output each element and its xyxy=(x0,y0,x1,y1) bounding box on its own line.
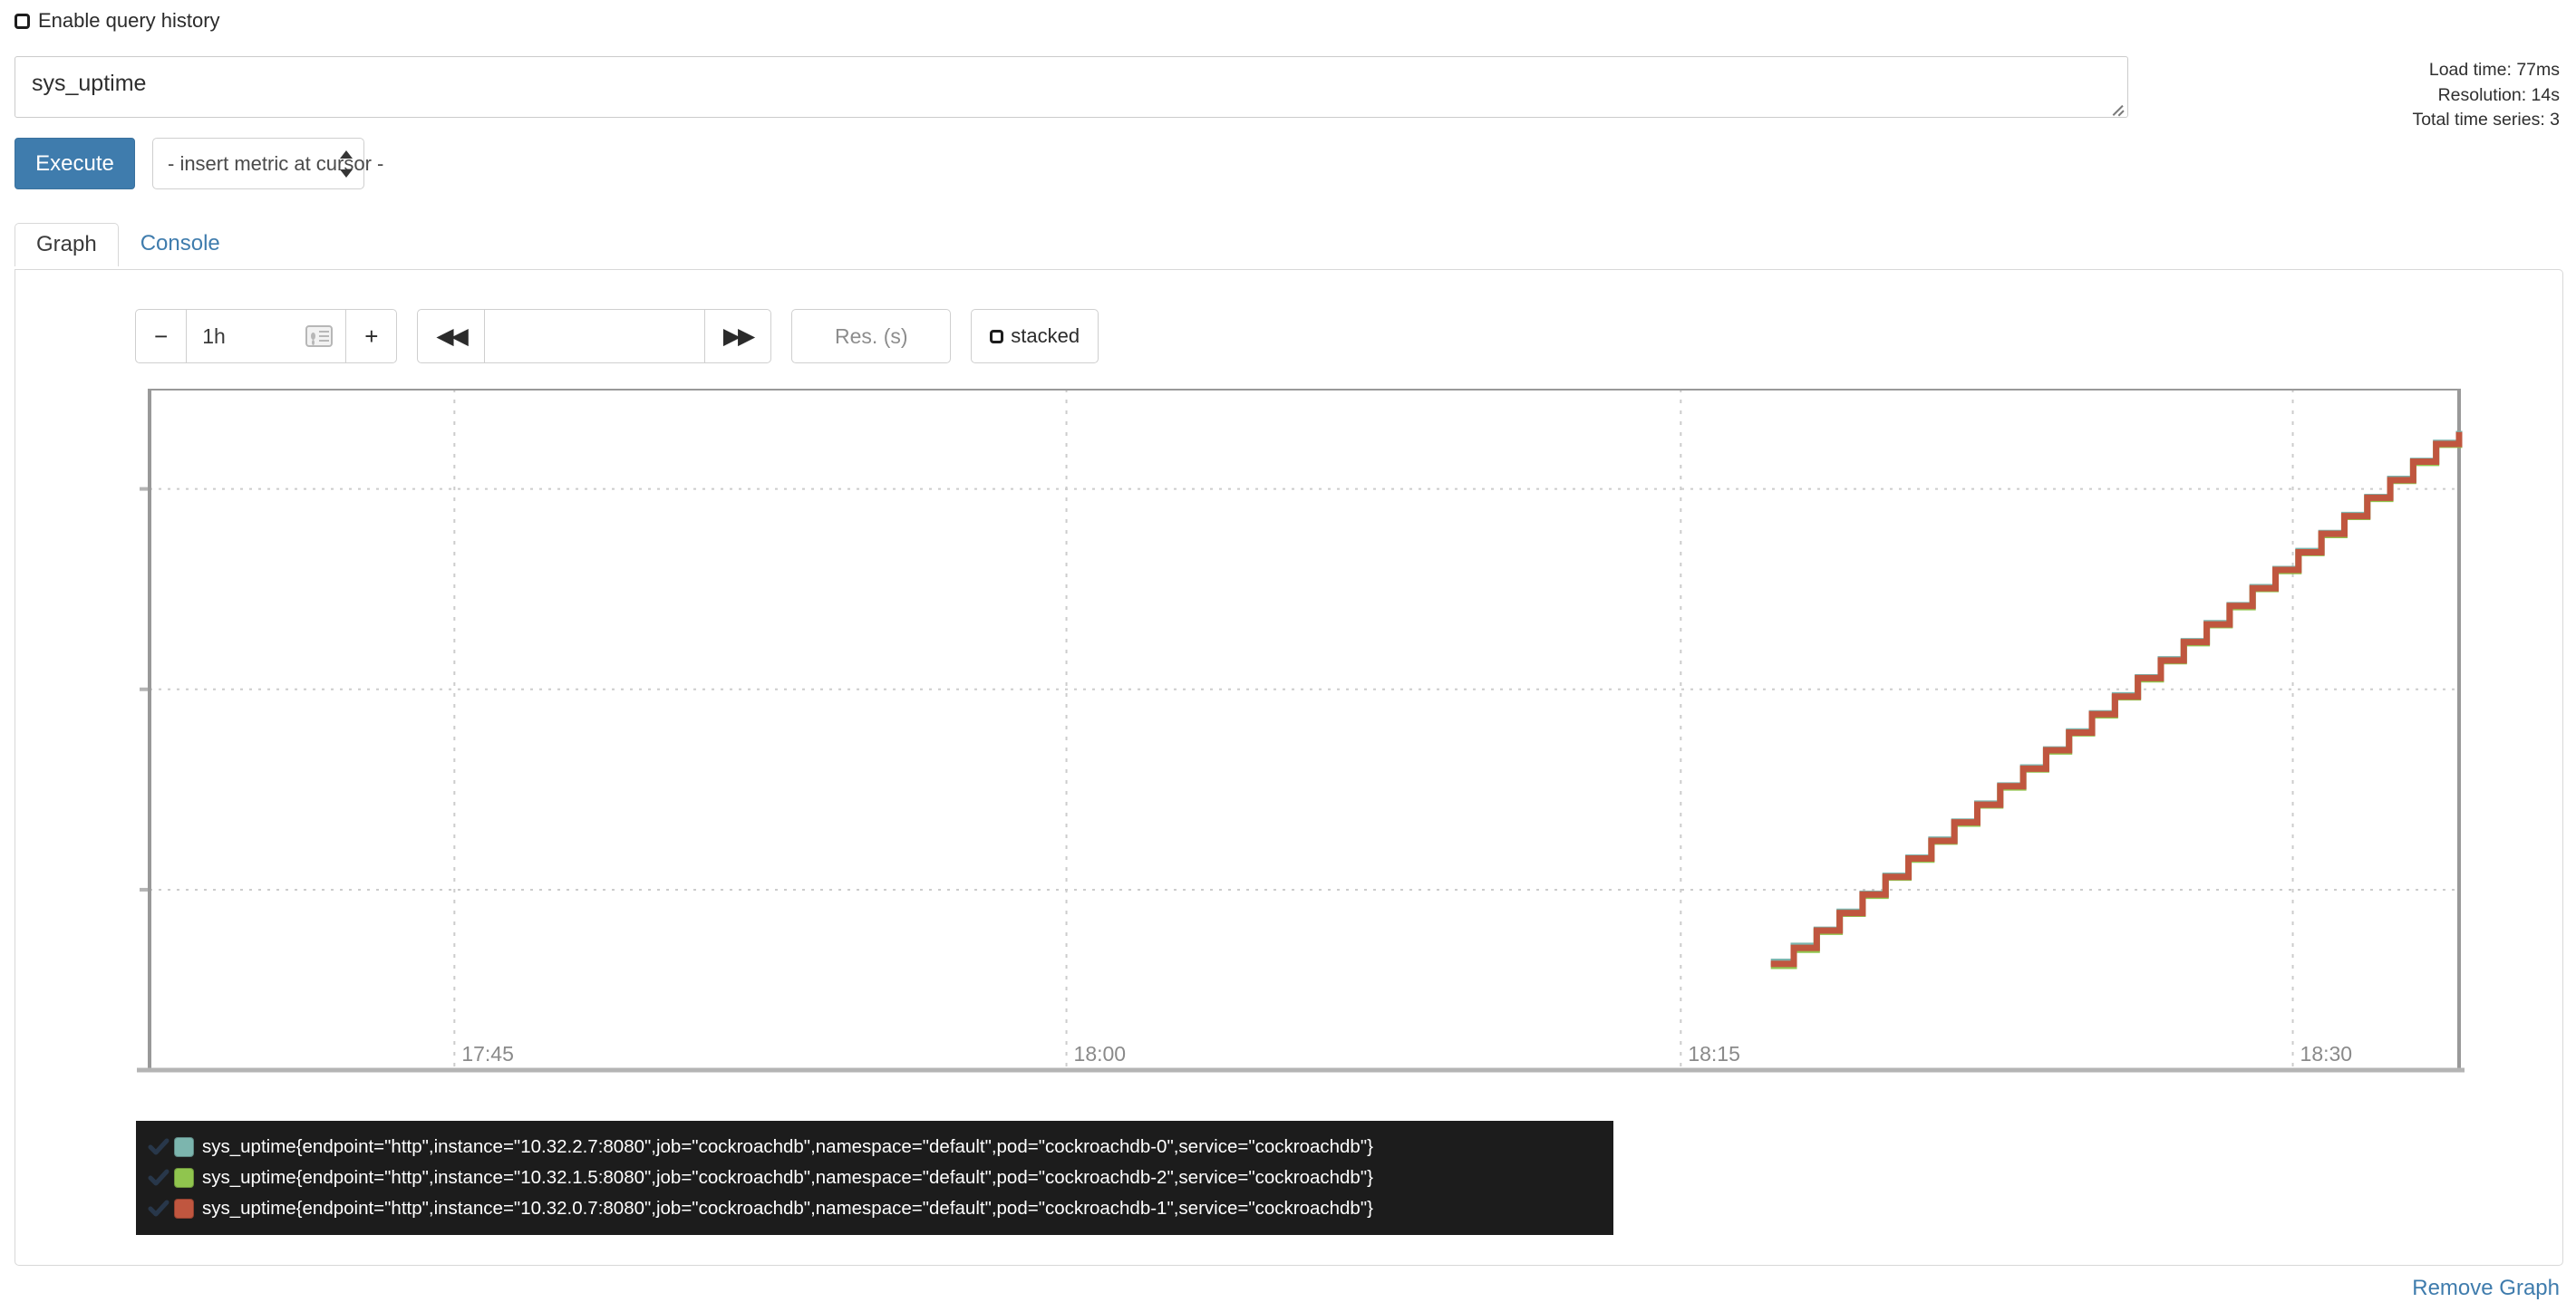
svg-text:18:00: 18:00 xyxy=(1074,1042,1127,1066)
tab-console[interactable]: Console xyxy=(140,231,220,256)
execute-row: Execute - insert metric at cursor - xyxy=(15,138,383,189)
expression-input-wrapper xyxy=(15,56,2128,118)
until-control-group: ◀◀ ▶▶ xyxy=(417,309,772,363)
resolution-input[interactable]: Res. (s) xyxy=(791,309,952,363)
graph-panel: − 1h + ◀◀ ▶▶ xyxy=(15,269,2563,1266)
range-decrease-button[interactable]: − xyxy=(135,309,188,363)
enable-query-history-row[interactable]: Enable query history xyxy=(15,9,220,33)
contact-card-icon[interactable] xyxy=(305,325,334,347)
insert-metric-select[interactable]: - insert metric at cursor - xyxy=(152,138,383,189)
step-back-button[interactable]: ◀◀ xyxy=(417,309,485,363)
series-label: sys_uptime{endpoint="http",instance="10.… xyxy=(202,1135,1373,1157)
series-color-swatch xyxy=(174,1168,194,1188)
stacked-label: stacked xyxy=(1011,324,1080,347)
svg-text:18:15: 18:15 xyxy=(1688,1042,1740,1066)
svg-text:17:45: 17:45 xyxy=(461,1042,514,1066)
expression-input[interactable] xyxy=(15,56,2128,118)
range-control-group: − 1h + xyxy=(135,309,398,363)
graph-controls: − 1h + ◀◀ ▶▶ xyxy=(135,309,1099,363)
resolution: Resolution: 14s xyxy=(2437,84,2560,105)
check-icon[interactable] xyxy=(147,1166,170,1190)
svg-text:18:30: 18:30 xyxy=(2300,1042,2353,1066)
list-item[interactable]: sys_uptime{endpoint="http",instance="10.… xyxy=(147,1193,1586,1224)
until-input[interactable] xyxy=(484,309,704,363)
chevron-updown-icon xyxy=(340,150,353,178)
series-label: sys_uptime{endpoint="http",instance="10.… xyxy=(202,1166,1373,1188)
load-time: Load time: 77ms xyxy=(2428,60,2560,80)
query-stats: Load time: 77ms Resolution: 14s Total ti… xyxy=(2412,58,2560,133)
stacked-toggle[interactable]: stacked xyxy=(971,309,1099,363)
rewind-icon: ◀◀ xyxy=(436,323,468,349)
series-color-swatch xyxy=(174,1199,194,1219)
stacked-checkbox[interactable] xyxy=(990,329,1004,343)
series-label: sys_uptime{endpoint="http",instance="10.… xyxy=(202,1197,1373,1219)
enable-query-history-checkbox[interactable] xyxy=(15,13,30,29)
tab-graph[interactable]: Graph xyxy=(15,223,119,266)
range-input-wrapper[interactable]: 1h xyxy=(187,309,347,363)
list-item[interactable]: sys_uptime{endpoint="http",instance="10.… xyxy=(147,1162,1586,1193)
check-icon[interactable] xyxy=(147,1135,170,1159)
step-forward-button[interactable]: ▶▶ xyxy=(703,309,772,363)
execute-button[interactable]: Execute xyxy=(15,138,135,189)
series-color-swatch xyxy=(174,1137,194,1157)
graph-legend: sys_uptime{endpoint="http",instance="10.… xyxy=(136,1121,1613,1235)
fast-forward-icon: ▶▶ xyxy=(722,323,755,349)
list-item[interactable]: sys_uptime{endpoint="http",instance="10.… xyxy=(147,1132,1586,1162)
range-increase-button[interactable]: + xyxy=(346,309,398,363)
total-time-series: Total time series: 3 xyxy=(2412,110,2560,130)
enable-query-history-label: Enable query history xyxy=(38,9,220,32)
range-input-value: 1h xyxy=(202,323,226,348)
panel-tabs: Graph Console xyxy=(15,222,242,266)
resolution-placeholder: Res. (s) xyxy=(835,323,908,348)
check-icon[interactable] xyxy=(147,1197,170,1220)
remove-graph-link[interactable]: Remove Graph xyxy=(2412,1276,2560,1300)
